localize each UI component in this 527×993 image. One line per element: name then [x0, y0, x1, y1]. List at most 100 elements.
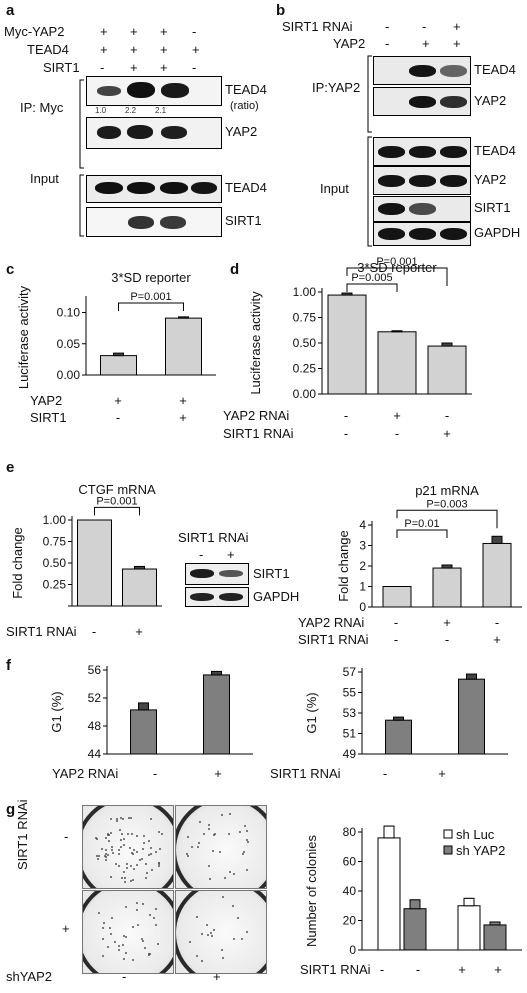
colony-dot: [229, 870, 232, 873]
condition-mark: +: [393, 408, 401, 423]
colony-dot: [109, 875, 112, 878]
colony-dot: [135, 834, 138, 837]
panel-f-letter: f: [6, 657, 11, 674]
y-tick-label: 49: [343, 747, 357, 761]
western-blot: [373, 222, 471, 246]
colony-dot: [241, 852, 244, 855]
colony-dot: [224, 876, 227, 879]
colony-dot: [136, 850, 139, 853]
colony-dot: [135, 909, 138, 912]
western-blot: [86, 117, 222, 149]
colony-dot: [221, 948, 224, 951]
colony-dot: [208, 865, 211, 868]
colony-dot: [132, 868, 135, 871]
colony-dot: [150, 852, 153, 855]
condition-mark: -: [344, 408, 348, 423]
colony-dot: [208, 827, 211, 830]
bar: [77, 519, 112, 607]
colony-dot: [213, 834, 216, 837]
colony-dot: [241, 937, 244, 940]
error-box: [463, 897, 475, 907]
colony-dot: [147, 840, 150, 843]
condition-mark: -: [116, 410, 120, 425]
condition-mark: -: [385, 36, 390, 51]
bar: [122, 568, 157, 607]
colony-dot: [140, 938, 143, 941]
colony-dot: [119, 817, 122, 820]
condition-label: YAP2 RNAi: [298, 615, 364, 630]
condition-mark: +: [100, 24, 108, 39]
condition-mark: -: [385, 19, 390, 34]
y-tick-label: 0: [359, 600, 366, 614]
colony-dot: [150, 868, 153, 871]
colony-dot: [97, 858, 100, 861]
p-value-label: P=0.003: [426, 498, 467, 510]
panel-b-ip-label: IP:YAP2: [312, 80, 361, 95]
colony-dot: [245, 869, 248, 872]
blot-label: TEAD4: [225, 82, 267, 97]
colony-dot: [102, 954, 105, 957]
y-tick-label: 40: [343, 884, 357, 898]
colony-dot: [154, 908, 157, 911]
condition-mark: -: [380, 962, 384, 977]
bar: [327, 294, 367, 395]
colony-dot: [149, 953, 152, 956]
colony-dot: [142, 939, 145, 942]
colony-dot: [211, 934, 214, 937]
colony-dot: [237, 917, 240, 920]
y-tick-label: 0: [349, 943, 356, 957]
colony-dot: [122, 837, 125, 840]
colony-dot: [117, 849, 120, 852]
colony-dot: [218, 850, 221, 853]
bar: [432, 567, 462, 608]
blot-label: YAP2: [474, 92, 507, 108]
panel-b-input-label: Input: [320, 181, 349, 196]
western-blot: [185, 563, 249, 585]
y-tick-label: 3: [359, 539, 366, 553]
y-tick-label: 0.00: [293, 387, 317, 401]
colony-dot: [115, 817, 118, 820]
colony-dot: [245, 829, 248, 832]
error-box: [383, 825, 395, 839]
colony-dot: [128, 846, 131, 849]
condition-label: SIRT1 RNAi: [6, 624, 77, 639]
colony-dot: [123, 870, 126, 873]
error-bar: [138, 702, 149, 711]
condition-label: SIRT1 RNAi: [223, 426, 294, 441]
y-tick-label: 0.50: [293, 336, 317, 350]
colony-dot: [130, 879, 133, 882]
y-tick-label: 57: [343, 665, 357, 679]
condition-label: YAP2 RNAi: [52, 766, 118, 781]
colony-dot: [232, 872, 235, 875]
colony-dot: [146, 872, 149, 875]
y-tick-label: 53: [343, 706, 357, 720]
bar: [403, 908, 427, 951]
colony-dot: [242, 850, 245, 853]
colony-dot: [108, 833, 111, 836]
western-blot: [373, 196, 471, 222]
condition-mark: -: [100, 60, 105, 75]
western-blot: [86, 207, 222, 237]
colony-dot: [211, 849, 214, 852]
significance-bracket: [118, 302, 184, 311]
condition-label: YAP2: [30, 393, 62, 408]
condition-mark: -: [92, 624, 96, 639]
colony-dot: [131, 959, 134, 962]
colony-dot: [141, 857, 144, 860]
y-tick-label: 4: [359, 518, 366, 532]
panel-a-input-label: Input: [30, 171, 59, 186]
colony-dot: [135, 901, 138, 904]
colony-dot: [96, 838, 99, 841]
colony-dot: [246, 931, 249, 934]
condition-mark: -: [445, 632, 449, 647]
western-blot: [373, 87, 471, 116]
inset-mark: -: [199, 547, 204, 562]
panel-d-letter: d: [230, 261, 240, 278]
colony-dot: [201, 933, 204, 936]
colony-dot: [137, 924, 140, 927]
colony-dot: [108, 839, 111, 842]
condition-label: SIRT1 RNAi: [270, 766, 341, 781]
y-tick-label: 56: [88, 663, 102, 677]
colony-dot: [221, 896, 224, 899]
